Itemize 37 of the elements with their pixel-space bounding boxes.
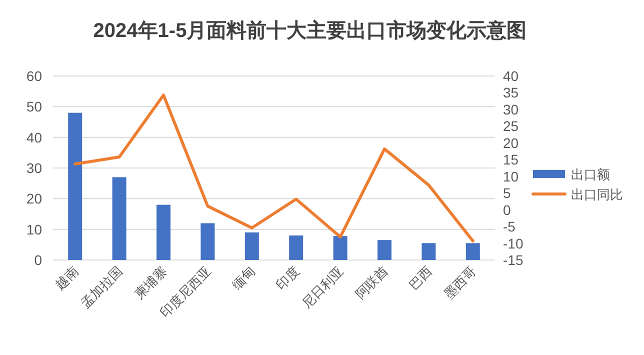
x-tick-label: 墨西哥: [440, 264, 480, 302]
x-tick-label: 缅甸: [229, 264, 258, 293]
bar: [68, 112, 82, 260]
y2-tick-label: -5: [503, 218, 516, 235]
chart-title: 2024年1-5月面料前十大主要出口市场变化示意图: [93, 19, 527, 42]
y2-tick-label: -15: [503, 252, 524, 268]
legend-label: 出口同比: [571, 187, 623, 202]
y2-tick-label: 35: [503, 84, 519, 101]
y2-tick-label: 5: [503, 185, 511, 202]
bar: [466, 243, 480, 260]
y2-tick-label: 25: [503, 118, 519, 134]
y2-tick-label: 30: [503, 101, 519, 118]
bar: [333, 236, 348, 260]
bar: [289, 235, 304, 260]
bar: [378, 240, 392, 260]
y2-tick-label: 15: [503, 152, 519, 168]
x-tick-label: 柬埔寨: [131, 264, 170, 302]
bar: [422, 243, 436, 260]
bar: [112, 177, 126, 260]
legend-label: 出口额: [571, 167, 610, 182]
bar: [244, 232, 259, 260]
y-tick-label: 40: [26, 129, 42, 146]
y-tick-label: 0: [34, 252, 42, 268]
y2-tick-label: 0: [503, 202, 511, 218]
y2-tick-label: 40: [503, 68, 519, 84]
y2-tick-label: 20: [503, 134, 519, 151]
y-tick-label: 20: [26, 190, 42, 207]
y2-tick-label: 10: [503, 168, 519, 184]
bar: [156, 204, 170, 260]
y2-tick-label: -10: [503, 235, 524, 252]
y-tick-label: 30: [26, 160, 42, 176]
y-tick-label: 50: [26, 98, 42, 115]
y-tick-label: 10: [26, 221, 42, 238]
x-tick-label: 阿联酋: [352, 264, 391, 302]
bar: [200, 223, 215, 260]
x-tick-label: 巴西: [406, 264, 435, 293]
y-tick-label: 60: [26, 68, 42, 84]
